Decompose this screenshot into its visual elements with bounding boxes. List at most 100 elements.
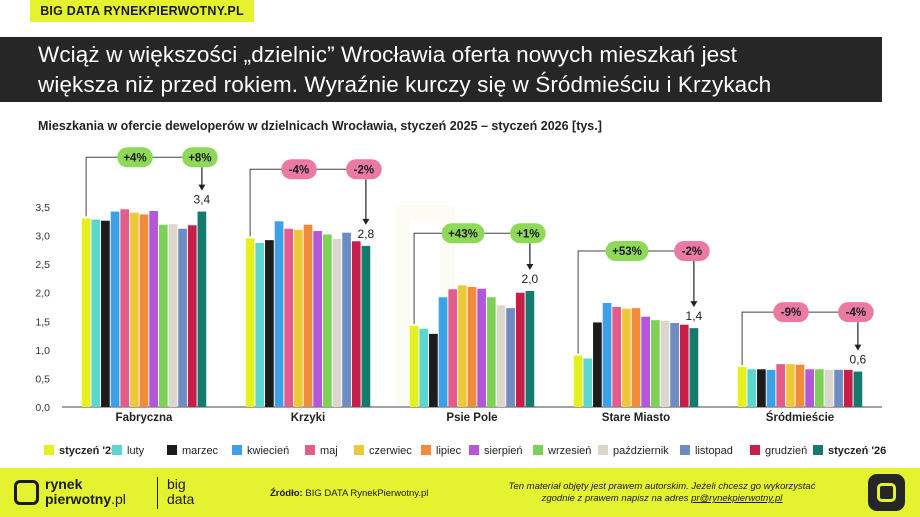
rights-email-link[interactable]: pr@rynekpierwotny.pl bbox=[691, 493, 783, 504]
bar bbox=[448, 289, 458, 407]
legend-swatch bbox=[44, 445, 54, 455]
bar bbox=[332, 239, 342, 407]
yoy-change-pill bbox=[117, 147, 153, 168]
bar bbox=[679, 324, 689, 407]
bar bbox=[843, 369, 853, 407]
bar bbox=[130, 212, 139, 407]
yoy-connector bbox=[249, 168, 350, 237]
bar bbox=[245, 238, 255, 407]
footer-bar bbox=[0, 468, 920, 517]
legend-item: czerwiec bbox=[354, 445, 412, 457]
legend-label: marzec bbox=[182, 445, 219, 457]
bar bbox=[467, 287, 477, 407]
bar bbox=[824, 369, 834, 407]
title-bar bbox=[0, 37, 882, 102]
big-data-line-1: big bbox=[167, 476, 186, 492]
bar bbox=[477, 288, 486, 407]
legend-item: sierpień bbox=[469, 445, 523, 457]
bar bbox=[766, 369, 776, 407]
bar bbox=[361, 245, 371, 407]
bar bbox=[110, 211, 120, 407]
mom-change-label: +8% bbox=[188, 152, 211, 164]
yoy-change-pill bbox=[605, 241, 649, 261]
yoy-change-label: -9% bbox=[781, 307, 801, 319]
rynekpierwotny-logo: rynek pierwotny.pl bbox=[45, 477, 126, 507]
yoy-change-pill bbox=[281, 159, 317, 180]
bar bbox=[747, 369, 757, 407]
legend-item: listopad bbox=[680, 445, 733, 457]
legend-label: luty bbox=[127, 445, 145, 457]
mom-arrowhead bbox=[690, 301, 698, 308]
bar bbox=[602, 303, 612, 407]
bar bbox=[612, 307, 622, 407]
bar bbox=[81, 218, 91, 407]
legend-item: marzec bbox=[167, 445, 218, 457]
bar bbox=[313, 231, 322, 407]
bar-chart: 0,0 0,5 1,0 1,5 2,0 2,5 3,0 3,5 Fabryczna 3,4 Krz… bbox=[35, 147, 882, 424]
y-tick-label: 0,5 bbox=[35, 373, 50, 385]
mom-change-label: -2% bbox=[354, 164, 374, 176]
legend-swatch bbox=[598, 445, 608, 455]
legend-item: październik bbox=[598, 445, 669, 457]
yoy-change-label: -4% bbox=[289, 164, 309, 176]
mom-arrowhead bbox=[198, 184, 206, 191]
legend-swatch bbox=[813, 445, 823, 455]
y-tick-label: 3,0 bbox=[35, 231, 50, 243]
legend-label: styczeń '25 bbox=[59, 445, 118, 457]
legend-item: styczeń '26 bbox=[813, 445, 886, 457]
big-data-logo: big data bbox=[167, 477, 194, 507]
bar bbox=[120, 209, 130, 407]
y-tick-label: 0,0 bbox=[35, 402, 50, 414]
bar bbox=[670, 323, 679, 407]
x-tick-label: Śródmieście bbox=[766, 411, 834, 424]
bar bbox=[178, 228, 187, 407]
bar bbox=[187, 225, 197, 407]
bar bbox=[853, 371, 863, 407]
title-line-2: większa niż przed rokiem. Wyraźnie kurcz… bbox=[38, 72, 772, 97]
legend-swatch bbox=[680, 445, 690, 455]
yoy-change-label: +53% bbox=[612, 246, 642, 258]
legend-label: październik bbox=[613, 445, 669, 457]
bar bbox=[622, 308, 631, 407]
legend-label: listopad bbox=[695, 445, 733, 457]
last-value-label: 3,4 bbox=[194, 193, 211, 207]
legend-swatch bbox=[354, 445, 364, 455]
bar bbox=[834, 369, 843, 407]
bar bbox=[158, 224, 168, 407]
brand-badge: BIG DATA RYNEKPIERWOTNY.PL bbox=[30, 0, 254, 22]
last-value-label: 2,8 bbox=[358, 227, 375, 241]
legend-label: lipiec bbox=[436, 445, 462, 457]
copyright-note: Ten materiał objęty jest prawem autorski… bbox=[472, 481, 852, 505]
bar bbox=[641, 316, 650, 407]
logo-suffix: .pl bbox=[111, 491, 126, 507]
bar bbox=[458, 285, 467, 407]
title-line-1: Wciąż w większości „dzielnic” Wrocławia … bbox=[38, 42, 737, 67]
legend-label: czerwiec bbox=[369, 445, 412, 457]
bar bbox=[515, 292, 525, 407]
bar bbox=[776, 364, 786, 407]
bar bbox=[583, 358, 593, 407]
bar bbox=[737, 367, 747, 407]
bar bbox=[593, 322, 602, 407]
yoy-change-pill bbox=[773, 302, 809, 323]
mom-arrowhead bbox=[362, 218, 370, 225]
legend-label: wrzesień bbox=[548, 445, 592, 457]
yoy-change-pill bbox=[441, 223, 485, 244]
mom-change-pill bbox=[346, 159, 382, 180]
bar bbox=[795, 364, 805, 407]
bar bbox=[294, 229, 303, 407]
legend-swatch bbox=[533, 445, 543, 455]
bar bbox=[342, 232, 351, 407]
x-tick-label: Psie Pole bbox=[446, 412, 497, 424]
y-tick-label: 1,0 bbox=[35, 345, 50, 357]
legend-item: styczeń '25 bbox=[44, 445, 117, 457]
mom-change-label: -2% bbox=[682, 246, 702, 258]
bar bbox=[91, 219, 101, 407]
y-tick-label: 3,5 bbox=[35, 202, 50, 214]
bar bbox=[496, 305, 506, 407]
bar bbox=[149, 211, 158, 407]
source-text: BIG DATA RynekPierwotny.pl bbox=[302, 488, 429, 499]
y-tick-label: 2,0 bbox=[35, 288, 50, 300]
legend-item: maj bbox=[305, 445, 338, 457]
bar bbox=[351, 241, 361, 407]
